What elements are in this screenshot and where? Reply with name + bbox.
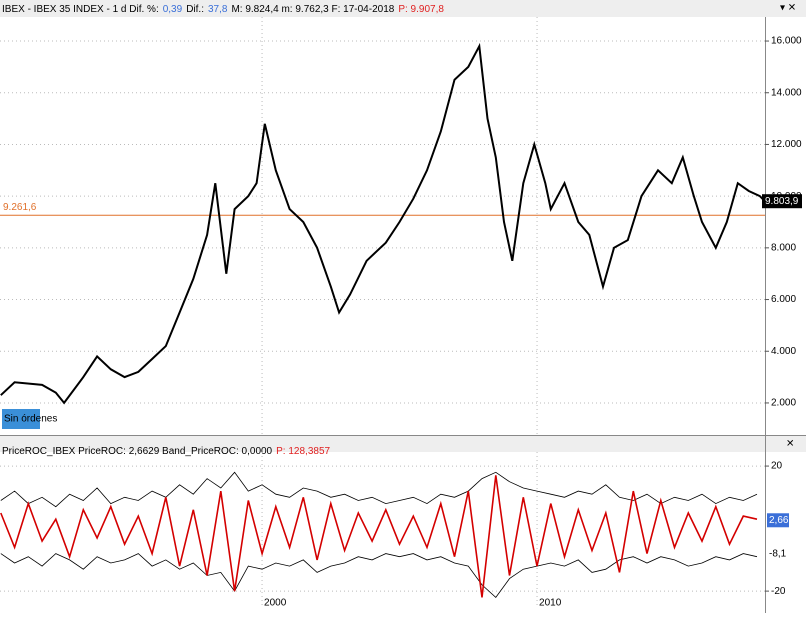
header-field: 0,39 bbox=[163, 4, 183, 15]
data-line bbox=[0, 42, 766, 405]
orders-button[interactable] bbox=[2, 409, 40, 429]
panel-header: PriceROC_IBEX PriceROC: 2,6629 Band_Pric… bbox=[2, 446, 330, 457]
header-field: PriceROC_IBEX PriceROC: 2,6629 Band_Pric… bbox=[2, 446, 273, 457]
y-tick-label: 20 bbox=[771, 461, 783, 472]
marker-box bbox=[767, 513, 789, 528]
last-price-label: 9.803,9 bbox=[765, 196, 799, 207]
header-field: P: 128,3857 bbox=[276, 446, 330, 457]
header-bar bbox=[0, 436, 806, 452]
header-field: M: 9.824,4 m: 9.762,3 F: 17-04-2018 bbox=[231, 4, 394, 15]
header-field: 37,8 bbox=[208, 4, 228, 15]
marker-label: -8,1 bbox=[769, 549, 787, 560]
header-bar bbox=[0, 0, 806, 17]
data-line bbox=[0, 475, 758, 598]
y-tick-label: 6.000 bbox=[771, 294, 796, 305]
y-tick-label: 16.000 bbox=[771, 36, 802, 47]
last-price-box bbox=[762, 194, 802, 209]
header-field: Dif.: bbox=[186, 4, 204, 15]
y-tick-label: -20 bbox=[771, 586, 786, 597]
y-tick-label: 8.000 bbox=[771, 242, 796, 253]
header-field: P: 9.907,8 bbox=[398, 4, 444, 15]
y-tick-label: 14.000 bbox=[771, 87, 802, 98]
x-tick-label: 2010 bbox=[539, 598, 562, 609]
reference-label: 9.261,6 bbox=[3, 202, 37, 213]
y-tick-label: 12.000 bbox=[771, 139, 802, 150]
x-tick-label: 2000 bbox=[264, 598, 287, 609]
y-tick-label: 2.000 bbox=[771, 398, 796, 409]
header-field: IBEX - IBEX 35 INDEX - 1 d Dif. %: bbox=[2, 4, 159, 15]
y-tick-label: 4.000 bbox=[771, 346, 796, 357]
window-buttons[interactable]: ✕ bbox=[786, 439, 794, 450]
window-buttons[interactable]: ▾ ✕ bbox=[780, 3, 796, 14]
marker-box bbox=[767, 546, 789, 561]
data-line bbox=[0, 553, 758, 598]
panel-header: IBEX - IBEX 35 INDEX - 1 d Dif. %: 0,39 Di… bbox=[2, 4, 444, 15]
orders-button-label: Sin órdenes bbox=[4, 414, 57, 425]
marker-label: 2,66 bbox=[769, 515, 789, 526]
